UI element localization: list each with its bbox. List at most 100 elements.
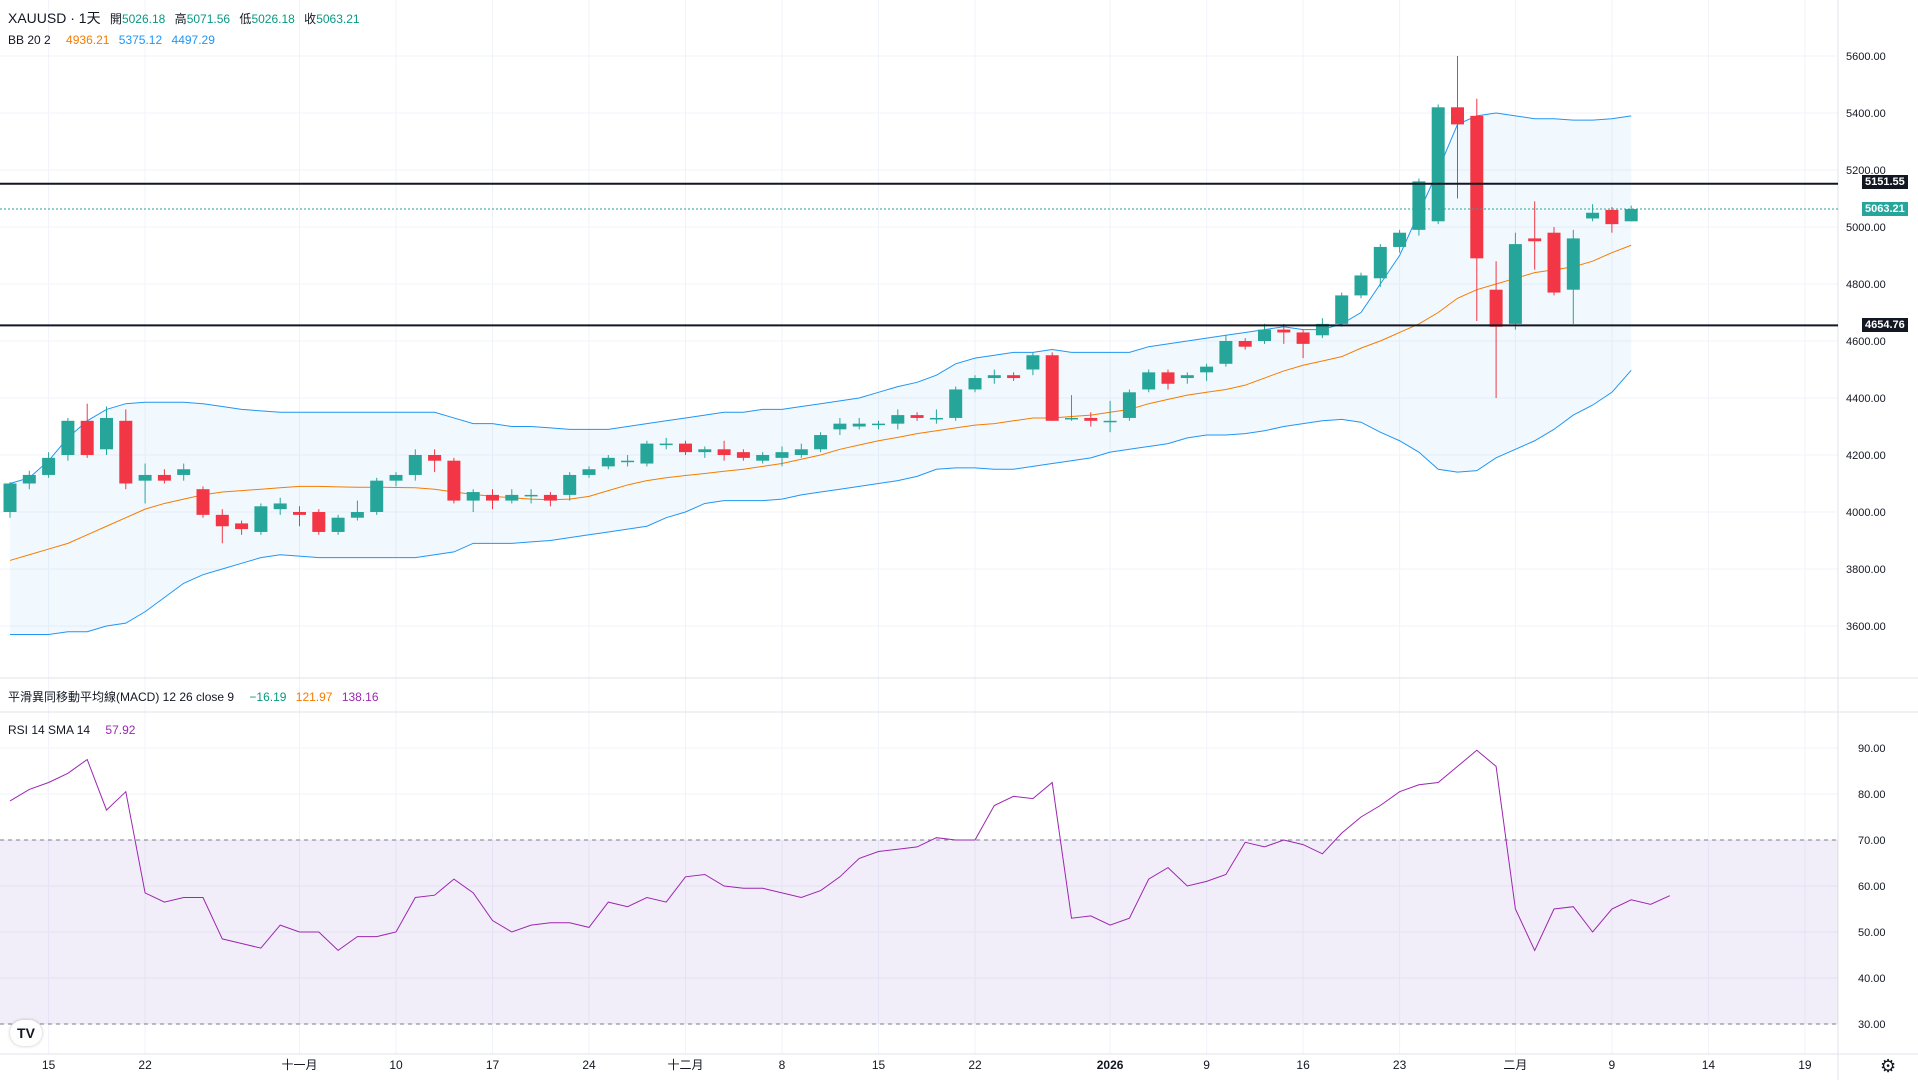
symbol-title[interactable]: XAUUSD · 1天 — [8, 10, 101, 26]
candle-body — [1393, 232, 1407, 247]
bb-lower-value: 4497.29 — [171, 33, 215, 47]
price-tick-label: 5600.00 — [1846, 51, 1886, 63]
candle-body — [119, 420, 133, 484]
candle-body — [1161, 372, 1175, 384]
price-tick-label: 5000.00 — [1846, 222, 1886, 234]
candle-body — [717, 449, 731, 455]
current-price-tag: 5063.21 — [1862, 202, 1908, 216]
candle-body — [273, 503, 287, 510]
candle-body — [1547, 232, 1561, 293]
candle-body — [486, 494, 499, 501]
rsi-line — [9, 749, 1671, 952]
candle-body — [1200, 366, 1214, 373]
candle-body — [1122, 392, 1136, 418]
rsi-legend[interactable]: RSI 14 SMA 14 57.92 — [8, 723, 141, 737]
candle-body — [814, 435, 828, 450]
open-value: 5026.18 — [121, 12, 166, 26]
low-label: 低 — [239, 12, 252, 26]
price-tick-label: 4200.00 — [1846, 450, 1886, 462]
bb-name: BB 20 2 — [8, 33, 51, 47]
candle-body — [331, 517, 345, 532]
time-tick-label: 16 — [1296, 1058, 1310, 1072]
candle-body — [1007, 375, 1021, 379]
candle-body — [1624, 209, 1638, 222]
candle-body — [1277, 329, 1291, 333]
close-label: 收 — [304, 12, 317, 26]
bb-basis-line — [9, 244, 1632, 561]
price-tick-label: 4400.00 — [1846, 393, 1886, 405]
candle-body — [254, 506, 268, 532]
macd-legend[interactable]: 平滑異同移動平均線(MACD) 12 26 close 9 −16.19 121… — [8, 688, 385, 705]
time-tick-label: 9 — [1203, 1058, 1210, 1072]
price-tick-label: 3800.00 — [1846, 564, 1886, 576]
candle-body — [736, 452, 750, 458]
candle-body — [833, 423, 847, 430]
open-label: 開 — [109, 12, 122, 26]
candle-body — [1180, 375, 1194, 379]
axes: 3600.00 3800.00 4000.00 4200.00 4400.00 4600.… — [42, 51, 1886, 1072]
rsi-tick-label: 60.00 — [1858, 881, 1886, 893]
time-tick-label: 22 — [968, 1058, 982, 1072]
candle-body — [1508, 244, 1522, 324]
candle-body — [157, 474, 171, 481]
candle-body — [1026, 355, 1040, 370]
bb-legend[interactable]: BB 20 2 4936.21 5375.12 4497.29 — [8, 33, 221, 47]
time-tick-label: 二月 — [1503, 1058, 1527, 1072]
candle-body — [1219, 341, 1233, 364]
candle-body — [389, 474, 403, 481]
candle-body — [601, 457, 615, 467]
candle-body — [370, 480, 384, 512]
candle-body — [1045, 355, 1059, 421]
high-value: 5071.56 — [186, 12, 231, 26]
rsi-value: 57.92 — [105, 723, 136, 737]
candle-body — [640, 443, 654, 464]
bb-upper-line — [9, 112, 1632, 484]
time-tick-label: 10 — [389, 1058, 403, 1072]
price-tick-label: 5200.00 — [1846, 165, 1886, 177]
candle-body — [42, 457, 56, 475]
rsi-band-fill — [0, 840, 1838, 1024]
time-tick-label: 9 — [1609, 1058, 1616, 1072]
candle-body — [621, 460, 635, 463]
time-tick-label: 8 — [779, 1058, 786, 1072]
candle-body — [428, 455, 442, 461]
time-tick-label: 15 — [42, 1058, 56, 1072]
time-tick-label: 19 — [1798, 1058, 1812, 1072]
candle-body — [505, 494, 519, 501]
candle-body — [543, 494, 557, 501]
time-tick-label: 14 — [1702, 1058, 1716, 1072]
candle-body — [196, 489, 210, 515]
candle-body — [1373, 246, 1387, 279]
candle-body — [447, 460, 461, 501]
candle-body — [1103, 420, 1117, 423]
candle-body — [1354, 275, 1368, 296]
time-tick-label: 24 — [582, 1058, 596, 1072]
time-tick-label: 22 — [138, 1058, 152, 1072]
rsi-series — [9, 749, 1671, 952]
candle-body — [408, 455, 422, 475]
candle-body — [100, 417, 113, 450]
candle-body — [524, 494, 538, 497]
candle-body — [1431, 107, 1445, 222]
candle-body — [910, 415, 924, 418]
rsi-tick-label: 90.00 — [1858, 743, 1886, 755]
tradingview-logo[interactable]: TV — [10, 1020, 42, 1046]
candle-body — [1335, 295, 1349, 324]
rsi-tick-label: 30.00 — [1858, 1019, 1886, 1031]
time-tick-label: 15 — [872, 1058, 886, 1072]
candle-body — [794, 449, 808, 455]
low-value: 5026.18 — [251, 12, 295, 26]
candle-body — [929, 417, 943, 420]
horizontal-lines[interactable] — [0, 182, 1838, 327]
macd-name: 平滑異同移動平均線(MACD) 12 26 close 9 — [8, 690, 235, 704]
bb-fill — [10, 113, 1632, 635]
candle-body — [582, 469, 596, 475]
candle-body — [1489, 289, 1503, 327]
time-tick-label: 十二月 — [667, 1058, 703, 1072]
price-tick-label: 4800.00 — [1846, 279, 1886, 291]
candle-body — [80, 420, 94, 455]
time-tick-label: 2026 — [1097, 1058, 1124, 1072]
candle-body — [698, 449, 712, 453]
gear-icon[interactable]: ⚙ — [1880, 1056, 1897, 1076]
